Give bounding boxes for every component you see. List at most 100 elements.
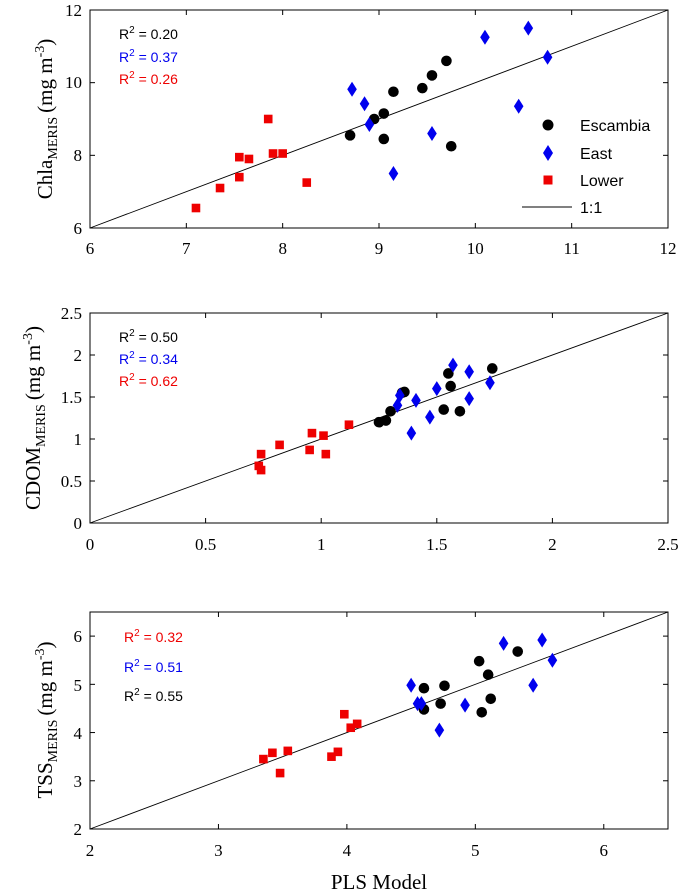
- chla-xtick-label: 9: [375, 239, 384, 258]
- chla-marks: [191, 20, 553, 213]
- chla-point-lower: [268, 149, 278, 158]
- legend-marker-escambia: [542, 119, 554, 131]
- cdom-marks: [254, 357, 498, 475]
- cdom-point-east: [432, 381, 442, 397]
- x-axis-title: PLS Model: [331, 870, 427, 894]
- tss-point-east: [528, 677, 538, 693]
- tss-point-lower: [346, 723, 356, 733]
- cdom-xtick-label: 2: [548, 535, 557, 554]
- chla-ylabel: ChlaMERIS(mg m-3): [33, 39, 61, 200]
- legend-marker-lower: [543, 175, 553, 185]
- chla-point-lower: [235, 172, 244, 182]
- tss-point-lower: [268, 748, 277, 758]
- chla-xtick-label: 8: [278, 239, 287, 258]
- cdom-point-east: [448, 357, 458, 373]
- tss-point-lower: [340, 709, 349, 719]
- cdom-point-east: [395, 387, 405, 403]
- tss-point-lower: [259, 754, 268, 764]
- legend-label-escambia: Escambia: [580, 118, 650, 135]
- tss-xtick-label: 3: [214, 841, 223, 860]
- chla-xtick-label: 10: [467, 239, 484, 258]
- tss-point-east: [537, 632, 547, 648]
- tss-point-east: [547, 652, 558, 668]
- tss-ytick-label: 4: [74, 724, 83, 743]
- cdom-point-escambia: [380, 415, 392, 426]
- tss-point-east: [406, 677, 416, 693]
- panel-tss: 2 3 4 5 6 2 3 4 5 6 TSSMERIS(mg m-3) R2 …: [33, 611, 669, 894]
- chla-point-escambia: [426, 70, 438, 81]
- chla-point-east: [513, 98, 524, 114]
- chla-ytick-label: 8: [74, 146, 83, 165]
- chla-point-lower: [191, 203, 201, 213]
- chla-xtick-label: 12: [660, 239, 677, 258]
- cdom-point-escambia: [443, 368, 454, 379]
- tss-ytick-label: 6: [74, 627, 83, 646]
- cdom-point-escambia: [454, 405, 466, 417]
- tss-point-east: [460, 697, 470, 713]
- chla-ytick-label: 6: [74, 219, 83, 238]
- cdom-ytick-labels: 0 0.5 1 1.5 2 2.5: [61, 304, 82, 533]
- chla-point-east: [359, 96, 370, 112]
- cdom-xtick-labels: 0 0.5 1 1.5 2 2.5: [86, 535, 679, 554]
- chla-point-lower: [244, 154, 254, 164]
- tss-point-east: [434, 722, 445, 738]
- cdom-point-escambia: [385, 405, 396, 417]
- chla-xtick-label: 6: [86, 239, 95, 258]
- cdom-ylabel: CDOMMERIS(mg m-3): [21, 326, 49, 510]
- chla-r2-lower: R2 = 0.26: [119, 70, 178, 87]
- chla-r2-east: R2 = 0.37: [119, 48, 178, 65]
- cdom-r2-escambia: R2 = 0.50: [119, 328, 178, 345]
- chla-point-lower: [302, 178, 312, 187]
- chla-r2-block: R2 = 0.20 R2 = 0.37 R2 = 0.26: [119, 25, 178, 87]
- cdom-xtick-label: 0: [86, 535, 95, 554]
- cdom-axes-frame: [89, 312, 669, 524]
- tss-axes-frame: [89, 611, 669, 830]
- tss-xtick-label: 2: [86, 841, 95, 860]
- chla-point-lower: [263, 114, 273, 124]
- tss-point-escambia: [482, 669, 494, 680]
- tss-point-escambia: [439, 680, 450, 692]
- chla-point-east: [347, 81, 357, 97]
- cdom-xtick-label: 2.5: [657, 535, 678, 554]
- cdom-point-east: [485, 375, 495, 391]
- legend-marker-east: [543, 145, 553, 161]
- chla-ytick-labels: 6 8 10 12: [65, 1, 82, 238]
- chla-point-east: [388, 166, 399, 181]
- chla-r2-escambia: R2 = 0.20: [119, 25, 178, 42]
- tss-ytick-labels: 2 3 4 5 6: [74, 627, 83, 839]
- cdom-point-lower: [256, 465, 266, 475]
- tss-r2-escambia: R2 = 0.55: [124, 687, 183, 704]
- tss-point-escambia: [418, 682, 430, 694]
- chla-xtick-label: 7: [182, 239, 191, 258]
- chla-ytick-label: 12: [65, 1, 82, 20]
- tss-point-lower: [283, 746, 293, 756]
- tss-point-east: [416, 696, 427, 712]
- cdom-point-lower: [275, 440, 284, 450]
- chla-point-escambia: [445, 140, 457, 152]
- tss-r2-block: R2 = 0.32 R2 = 0.51 R2 = 0.55: [124, 628, 183, 704]
- one-to-one-line: [89, 611, 669, 830]
- cdom-ytick-label: 2: [74, 346, 83, 365]
- cdom-xtick-label: 0.5: [195, 535, 216, 554]
- legend-label-lower: Lower: [580, 173, 624, 190]
- tss-xtick-label: 6: [600, 841, 609, 860]
- tss-ylabel: TSSMERIS(mg m-3): [33, 641, 61, 798]
- cdom-point-east: [425, 409, 435, 425]
- cdom-ytick-label: 0: [74, 514, 83, 533]
- tss-point-east: [498, 635, 509, 651]
- chla-point-east: [364, 116, 375, 132]
- tss-point-escambia: [476, 707, 488, 718]
- chla-point-east: [523, 20, 534, 36]
- legend-label-east: East: [580, 146, 613, 163]
- chla-point-escambia: [378, 133, 390, 145]
- chla-point-escambia: [388, 86, 399, 98]
- tss-ytick-label: 3: [74, 772, 83, 791]
- tss-point-escambia: [485, 693, 497, 705]
- cdom-xtick-label: 1.5: [426, 535, 447, 554]
- chla-point-lower: [278, 149, 287, 158]
- chla-ticks: [89, 9, 669, 229]
- chla-xtick-label: 11: [564, 239, 580, 258]
- cdom-r2-east: R2 = 0.34: [119, 350, 178, 367]
- cdom-point-escambia: [438, 404, 450, 415]
- cdom-point-lower: [256, 449, 266, 459]
